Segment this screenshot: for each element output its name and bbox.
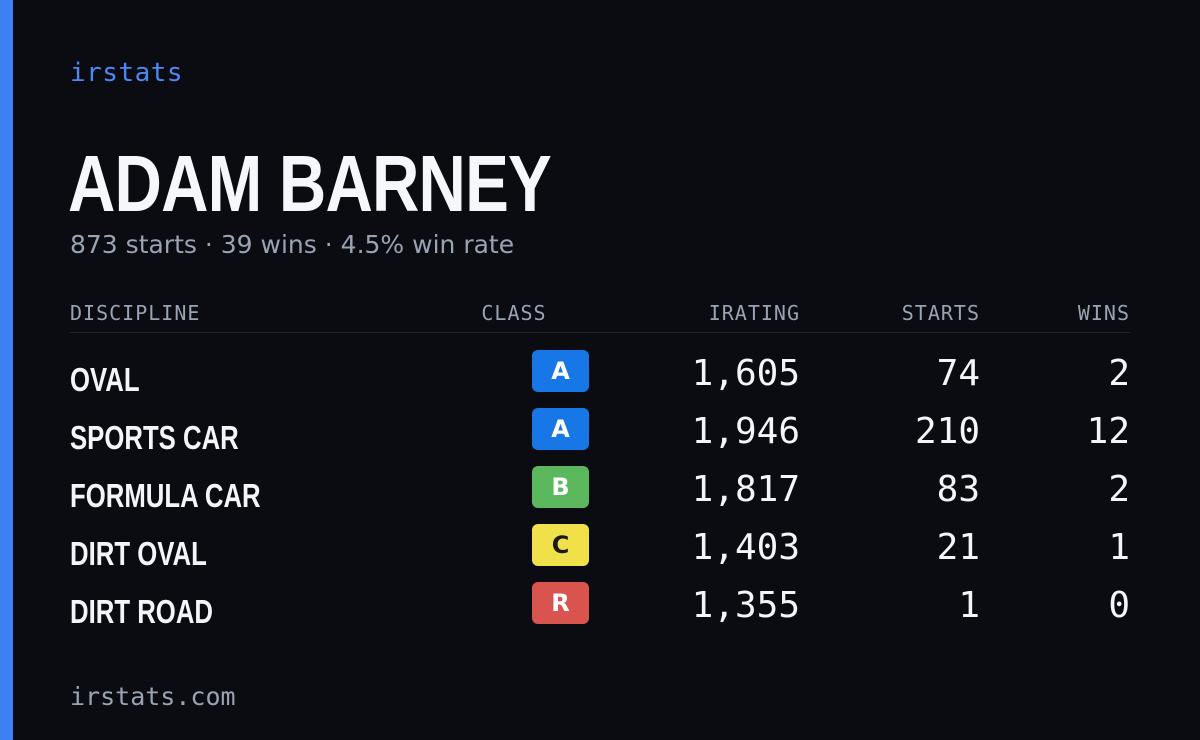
class-badge: A: [532, 408, 589, 450]
table-row: FORMULA CAR B 1,817 83 2: [70, 466, 1130, 524]
class-badge: A: [532, 350, 589, 392]
table-row: DIRT ROAD R 1,355 1 0: [70, 582, 1130, 640]
win-rate-summary: 4.5% win rate: [340, 230, 515, 259]
discipline-name: OVAL: [70, 361, 140, 398]
class-badge: R: [532, 582, 589, 624]
header-wins: WINS: [1077, 301, 1130, 325]
header-class: CLASS: [481, 301, 547, 325]
discipline-name: SPORTS CAR: [70, 419, 239, 456]
table-row: SPORTS CAR A 1,946 210 12: [70, 408, 1130, 466]
starts-value: 83: [936, 469, 980, 510]
discipline-name: DIRT ROAD: [70, 593, 213, 630]
starts-value: 210: [914, 411, 980, 452]
wins-value: 12: [1086, 411, 1130, 452]
header-irating: IRATING: [708, 301, 800, 325]
wins-value: 1: [1108, 527, 1130, 568]
starts-value: 74: [936, 353, 980, 394]
starts-value: 21: [936, 527, 980, 568]
discipline-name: DIRT OVAL: [70, 535, 207, 572]
class-badge: C: [532, 524, 589, 566]
discipline-stats-table: DISCIPLINE CLASS IRATING STARTS WINS OVA…: [70, 296, 1130, 640]
player-summary: 873 starts · 39 wins · 4.5% win rate: [70, 228, 514, 262]
irating-value: 1,355: [691, 585, 800, 626]
starts-summary: 873 starts: [70, 230, 197, 259]
irating-value: 1,403: [691, 527, 800, 568]
brand-logo-text: irstats: [70, 58, 184, 88]
header-discipline: DISCIPLINE: [70, 301, 201, 325]
table-row: OVAL A 1,605 74 2: [70, 350, 1130, 408]
table-body: OVAL A 1,605 74 2 SPORTS CAR A 1,946 210…: [70, 350, 1130, 640]
class-badge: B: [532, 466, 589, 508]
wins-value: 2: [1108, 353, 1130, 394]
separator: ·: [324, 230, 333, 259]
table-row: DIRT OVAL C 1,403 21 1: [70, 524, 1130, 582]
wins-value: 0: [1108, 585, 1130, 626]
discipline-name: FORMULA CAR: [70, 477, 261, 514]
footer-url: irstats.com: [70, 682, 236, 711]
table-header: DISCIPLINE CLASS IRATING STARTS WINS: [70, 296, 1130, 333]
irating-value: 1,946: [691, 411, 800, 452]
player-name: ADAM BARNEY: [68, 139, 552, 228]
wins-value: 2: [1108, 469, 1130, 510]
irating-value: 1,605: [691, 353, 800, 394]
accent-bar: [0, 0, 13, 740]
starts-value: 1: [958, 585, 980, 626]
header-starts: STARTS: [901, 301, 980, 325]
irating-value: 1,817: [691, 469, 800, 510]
separator: ·: [204, 230, 213, 259]
wins-summary: 39 wins: [220, 230, 317, 259]
